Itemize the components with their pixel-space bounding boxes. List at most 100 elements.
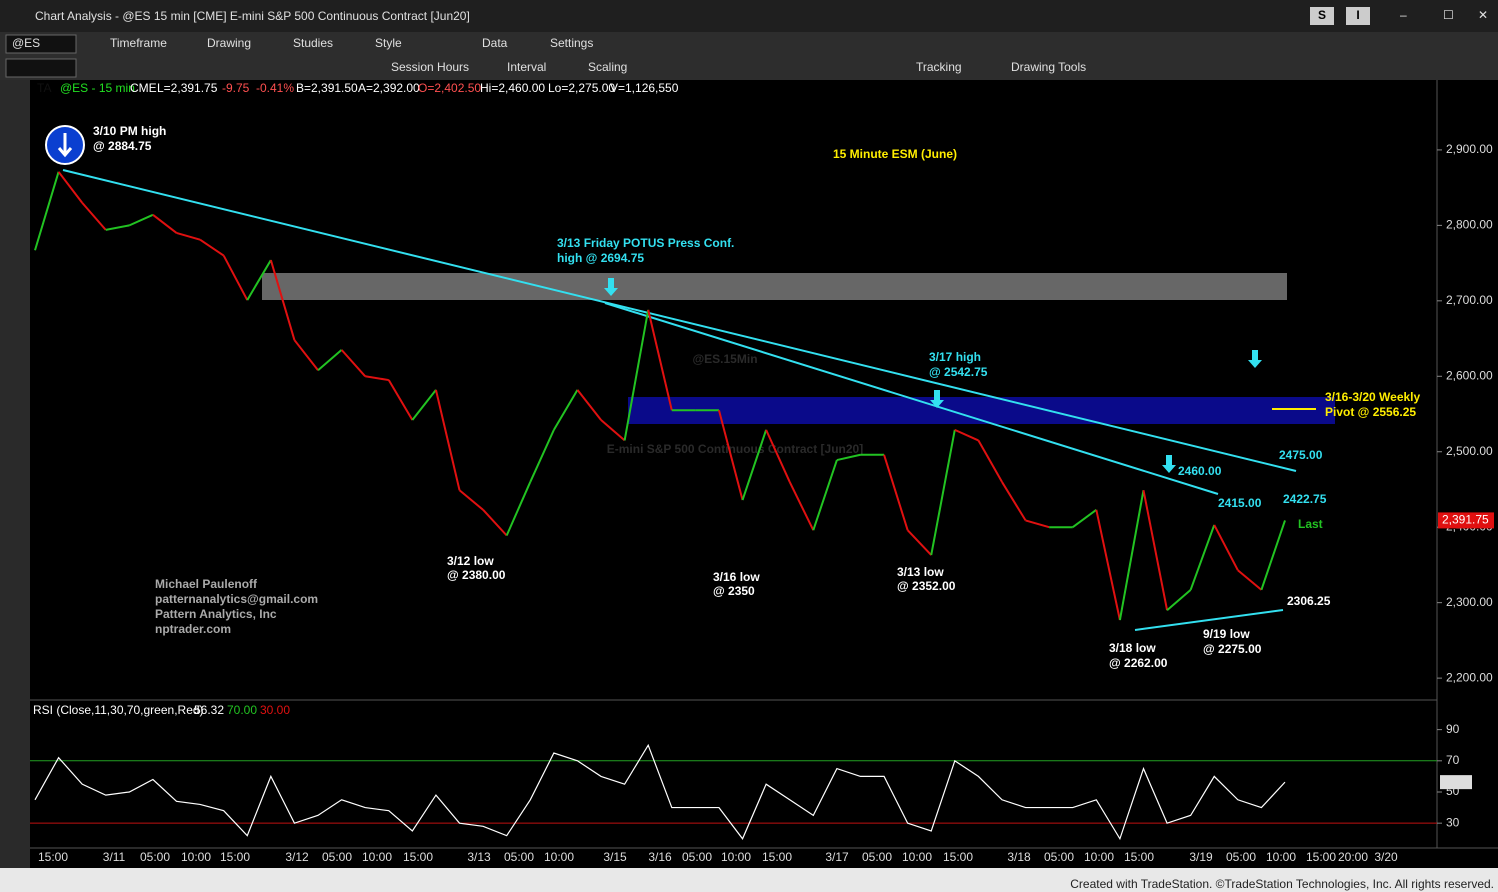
resistance-zone [262,273,1287,300]
price-segment [529,429,555,483]
trend-line [604,302,1219,495]
i-label: I [1356,8,1359,22]
info-item: L=2,391.75 [157,81,218,95]
price-segment [954,428,979,442]
toolbar-item[interactable]: Interval [507,60,546,74]
footer: Created with TradeStation. ©TradeStation… [1070,877,1494,891]
close[interactable]: ✕ [1478,8,1488,22]
rsi-line [34,743,1286,841]
x-tick-label: 05:00 [1044,850,1074,864]
toolbar-item[interactable]: Tracking [916,60,962,74]
down-arrow [1248,350,1262,368]
annotation: 3/17 high [929,350,981,364]
price-segment [553,389,579,431]
toolbar-item[interactable]: Settings [550,36,593,50]
toolbar-item[interactable]: Data [482,36,508,50]
minimize[interactable]: – [1400,8,1407,22]
rsi-last-box [1440,775,1472,790]
info-item: A=2,392.00 [358,81,420,95]
price-segment [1213,524,1239,571]
info-item: -9.75 [222,81,250,95]
s-button[interactable] [1310,7,1334,25]
x-tick-label: 3/18 [1007,850,1031,864]
annotation: 9/19 low [1203,627,1250,641]
rsi-upper: 70.00 [227,703,257,717]
price-segment [883,454,909,531]
price-segment [411,389,437,421]
x-tick-label: 3/11 [103,850,126,864]
maximize[interactable]: ☐ [1443,8,1454,22]
last-box [1438,512,1494,529]
symbol-box[interactable] [5,34,77,54]
x-tick-label: 05:00 [504,850,534,864]
price-segment [246,259,272,301]
info-item: CME [130,81,157,95]
watermark: E-mini S&P 500 Continuous Contract [Jun2… [607,442,863,456]
price-segment [1166,589,1192,611]
trend-line [1134,609,1284,631]
toolbar-item[interactable]: Studies [293,36,333,50]
toolbar-item[interactable]: Scaling [588,60,627,74]
price-segment [812,459,838,531]
x-tick-label: 05:00 [862,850,892,864]
toolbar-item[interactable]: Drawing Tools [1011,60,1086,74]
price-segment [434,389,461,491]
price-segment [906,529,932,556]
annotation: 3/18 low [1109,641,1156,655]
x-tick-label: 15:00 [762,850,792,864]
interval-box[interactable] [5,58,77,78]
x-tick-label: 15:00 [1124,850,1154,864]
title-bar [0,0,1498,32]
symbol: @ES [12,36,40,50]
x-tick-label: 15:00 [220,850,250,864]
price-segment [788,481,815,531]
price-segment [741,429,768,501]
price-segment [576,389,602,421]
y-tick-label: 2,300.00 [1446,595,1493,609]
annotation: 3/13 low [897,565,944,579]
last-label: 2,391.75 [1442,513,1489,527]
toolbar-item[interactable]: Session Hours [391,60,469,74]
info-item: Hi=2,460.00 [480,81,545,95]
price-segment [81,202,107,231]
annotation: @ 2380.00 [447,568,506,582]
price-segment [176,231,201,241]
price-segment [1189,524,1216,591]
info-item: -0.41% [256,81,294,95]
price-segment [199,238,225,257]
x-tick-label: 3/12 [285,850,309,864]
y-tick-label: 30 [1446,815,1460,829]
y-tick-label: 2,900.00 [1446,142,1493,156]
annotation: 2460.00 [1178,464,1222,478]
price-segment [365,375,389,382]
price-segment [152,214,178,234]
y-tick-label: 2,200.00 [1446,670,1493,684]
y-tick-label: 2,700.00 [1446,293,1493,307]
annotation: @ 2262.00 [1109,656,1168,670]
arrows [604,278,1262,473]
toolbar-item[interactable]: Style [375,36,402,50]
price-segment [647,309,673,411]
annotation: 2306.25 [1287,594,1331,608]
toolbar-item[interactable]: Drawing [207,36,251,50]
price-segment [105,224,130,231]
price-segment [765,429,791,483]
x-tick-label: 05:00 [682,850,712,864]
i-button[interactable] [1346,7,1370,25]
down-arrow [1162,455,1176,473]
x-tick-label: 20:00 [1338,850,1368,864]
annotation: @ 2542.75 [929,365,988,379]
price-segment [1095,509,1121,621]
price-segment [57,171,83,204]
annotation: 3/10 PM high [93,124,166,138]
annotation: Pivot @ 2556.25 [1325,405,1416,419]
annotation: @ 2350 [713,584,755,598]
x-tick-label: 10:00 [1084,850,1114,864]
tool-strip [0,80,30,868]
toolbar-item[interactable]: Timeframe [110,36,167,50]
down-arrow [930,390,944,408]
price-segment [717,409,744,501]
price-segment [1260,520,1286,591]
